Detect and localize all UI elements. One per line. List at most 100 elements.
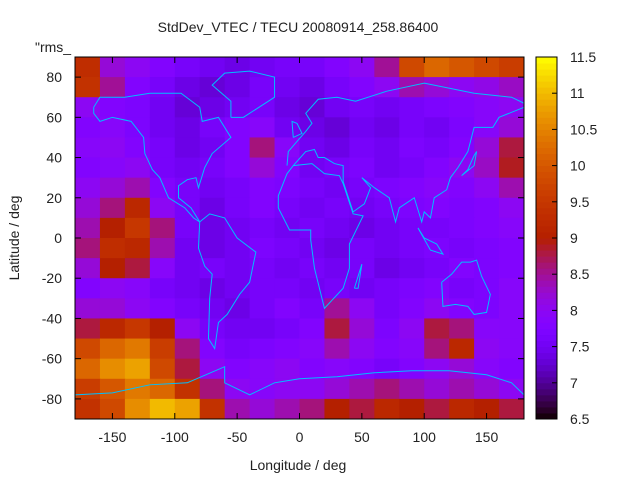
colorbar-segment (536, 400, 557, 408)
heatmap-cell (374, 217, 400, 239)
colorbar-segment (536, 370, 557, 378)
coastline (292, 106, 525, 224)
heatmap-cell (249, 217, 276, 239)
heatmap-cell (474, 298, 500, 319)
heatmap-cell (99, 157, 126, 179)
heatmap-cell (99, 258, 126, 279)
colorbar-segment (536, 274, 557, 281)
heatmap-cell (474, 137, 500, 159)
colorbar-segment (536, 177, 557, 185)
heatmap-cell (199, 338, 226, 360)
heatmap-cell (249, 358, 276, 380)
heatmap-cell (499, 157, 525, 179)
heatmap-cell (424, 318, 450, 340)
heatmap-cell (174, 97, 201, 118)
heatmap-cell (399, 77, 425, 98)
heatmap-cell (349, 358, 375, 380)
heatmap-cell (249, 117, 276, 138)
heatmap-cell (224, 157, 251, 179)
colorbar-segment (536, 189, 557, 197)
heatmap-cell (174, 358, 201, 380)
heatmap-cell (499, 217, 525, 239)
heatmap-cell (75, 57, 101, 78)
heatmap-cell (374, 238, 400, 259)
heatmap-cell (249, 137, 276, 159)
colorbar (536, 57, 557, 420)
y-tick-label: -80 (42, 391, 62, 407)
y-tick-label: -40 (42, 310, 62, 326)
heatmap-cell (424, 378, 450, 400)
heatmap-cell (424, 338, 450, 360)
heatmap-cell (499, 117, 525, 138)
colorbar-segment (536, 75, 557, 82)
heatmap-cell (324, 217, 350, 239)
heatmap-cell (299, 217, 325, 239)
heatmap-cell (174, 338, 201, 360)
colorbar-segment (536, 376, 557, 384)
heatmap-cell (299, 338, 325, 360)
heatmap-cell (399, 177, 425, 199)
heatmap-cell (149, 278, 176, 299)
x-tick-label: 100 (413, 429, 437, 445)
heatmap-cell (199, 238, 226, 259)
heatmap-cell (174, 57, 201, 78)
heatmap-cell (499, 97, 525, 118)
heatmap-cell (224, 137, 251, 159)
heatmap-cell (349, 298, 375, 319)
heatmap-cell (449, 197, 475, 219)
heatmap-cell (224, 238, 251, 259)
colorbar-segment (536, 268, 557, 275)
heatmap-cell (199, 117, 226, 138)
heatmap-cell (75, 97, 101, 118)
colorbar-tick-label: 9 (570, 230, 578, 246)
heatmap-cell (224, 97, 251, 118)
colorbar-segment (536, 105, 557, 112)
heatmap-cell (349, 338, 375, 360)
colorbar-segment (536, 388, 557, 396)
heatmap-cell (174, 278, 201, 299)
heatmap-cell (199, 278, 226, 299)
heatmap-cell (99, 217, 126, 239)
heatmap-cell (75, 137, 101, 159)
coastline (197, 213, 257, 351)
heatmap-cell (499, 57, 525, 78)
heatmap-cell (99, 97, 126, 118)
heatmap-cell (474, 97, 500, 118)
heatmap-cell (324, 298, 350, 319)
colorbar-segment (536, 286, 557, 293)
heatmap-cell (249, 177, 276, 199)
heatmap-cell (199, 217, 226, 239)
colorbar-segment (536, 316, 557, 323)
heatmap-cell (374, 57, 400, 78)
heatmap-cell (349, 77, 375, 98)
colorbar-segment (536, 147, 557, 155)
heatmap-cell (449, 258, 475, 279)
heatmap-cell (324, 258, 350, 279)
heatmap-cell (75, 358, 101, 380)
heatmap-cell (324, 77, 350, 98)
heatmap-cell (149, 258, 176, 279)
heatmap-cell (374, 378, 400, 400)
heatmap-cell (75, 318, 101, 340)
heatmap-cell (224, 258, 251, 279)
heatmap-cell (399, 97, 425, 118)
colorbar-segment (536, 219, 557, 227)
heatmap-cell (474, 338, 500, 360)
heatmap-cell (274, 117, 300, 138)
heatmap-cell (474, 278, 500, 299)
heatmap-cell (474, 238, 500, 259)
coastline (291, 120, 303, 138)
x-tick-label: 0 (296, 429, 304, 445)
heatmap-cell (349, 57, 375, 78)
heatmap-cell (499, 177, 525, 199)
heatmap-cell (99, 177, 126, 199)
heatmap-cell (249, 258, 276, 279)
colorbar-segment (536, 352, 557, 360)
colorbar-tick-label: 11.5 (570, 49, 596, 65)
heatmap-cell (374, 157, 400, 179)
heatmap-cell (499, 338, 525, 360)
heatmap-cell (474, 398, 500, 420)
heatmap-cell (499, 378, 525, 400)
heatmap-cell (149, 117, 176, 138)
